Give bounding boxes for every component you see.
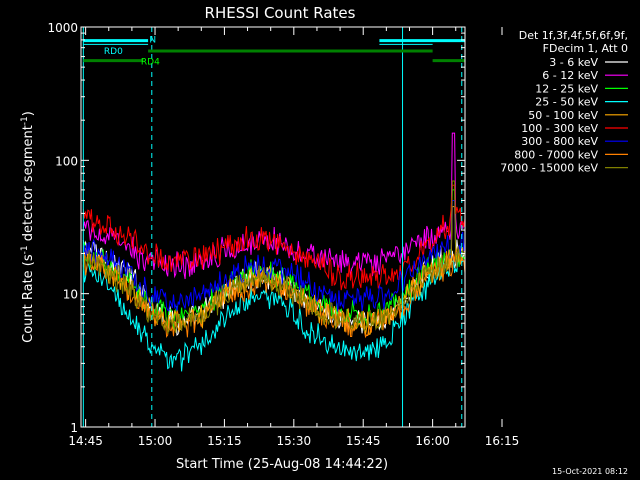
- x-tick-label: 16:15: [485, 434, 520, 448]
- legend-entry-label: 25 - 50 keV: [535, 96, 598, 109]
- legend-entry-label: 7000 - 15000 keV: [500, 162, 598, 175]
- x-tick-label: 15:45: [346, 434, 381, 448]
- y-axis-label-part: ): [21, 111, 36, 116]
- x-tick-label: 15:15: [207, 434, 242, 448]
- chart-title: RHESSI Count Rates: [205, 4, 356, 22]
- y-tick-label: 1: [70, 421, 78, 435]
- state-label: RD0: [104, 47, 123, 57]
- y-axis-label-exponent: -1: [20, 245, 30, 254]
- x-axis-label: Start Time (25-Aug-08 14:44:22): [176, 457, 388, 472]
- x-tick-label: 15:30: [277, 434, 312, 448]
- y-axis-label-part: detector segment: [21, 125, 36, 245]
- legend: Det 1f,3f,4f,5f,6f,9f,FDecim 1, Att 03 -…: [500, 29, 628, 175]
- y-tick-label: 10: [63, 288, 78, 302]
- legend-entry-label: 3 - 6 keV: [549, 56, 598, 69]
- y-axis-label-exponent: -1: [20, 116, 30, 125]
- legend-header: FDecim 1, Att 0: [543, 42, 628, 55]
- y-tick-label: 100: [55, 154, 78, 168]
- series-line: [82, 200, 465, 313]
- legend-entry-label: 12 - 25 keV: [535, 82, 598, 95]
- annotation-layer: N RD0 RD4: [82, 27, 465, 427]
- state-label: RD4: [141, 58, 160, 68]
- series-line: [82, 248, 465, 372]
- y-axis-label-part: Count Rate (s: [21, 254, 36, 343]
- legend-entry-label: 6 - 12 keV: [542, 69, 598, 82]
- footer-timestamp: 15-Oct-2021 08:12: [552, 467, 628, 476]
- state-label: N: [149, 35, 156, 45]
- legend-entry-label: 50 - 100 keV: [528, 109, 598, 122]
- legend-entry-label: 800 - 7000 keV: [514, 148, 598, 161]
- legend-header: Det 1f,3f,4f,5f,6f,9f,: [519, 29, 628, 42]
- series-group: [82, 132, 465, 372]
- axis-layer: 14:45 15:00 15:15 15:30 15:45 16:00 16:15 1 10 10…: [47, 21, 519, 448]
- series-line: [82, 180, 465, 335]
- plot-frame: [80, 26, 466, 428]
- legend-entry-label: 300 - 800 keV: [521, 135, 598, 148]
- x-tick-label: 16:00: [415, 434, 450, 448]
- x-tick-label: 14:45: [68, 434, 103, 448]
- data-layer: [82, 132, 465, 372]
- x-tick-label: 15:00: [138, 434, 173, 448]
- series-line: [82, 132, 465, 280]
- y-tick-label: 1000: [47, 21, 78, 35]
- y-axis-label: Count Rate (s-1 detector segment-1): [20, 111, 36, 343]
- legend-entry-label: 100 - 300 keV: [521, 122, 598, 135]
